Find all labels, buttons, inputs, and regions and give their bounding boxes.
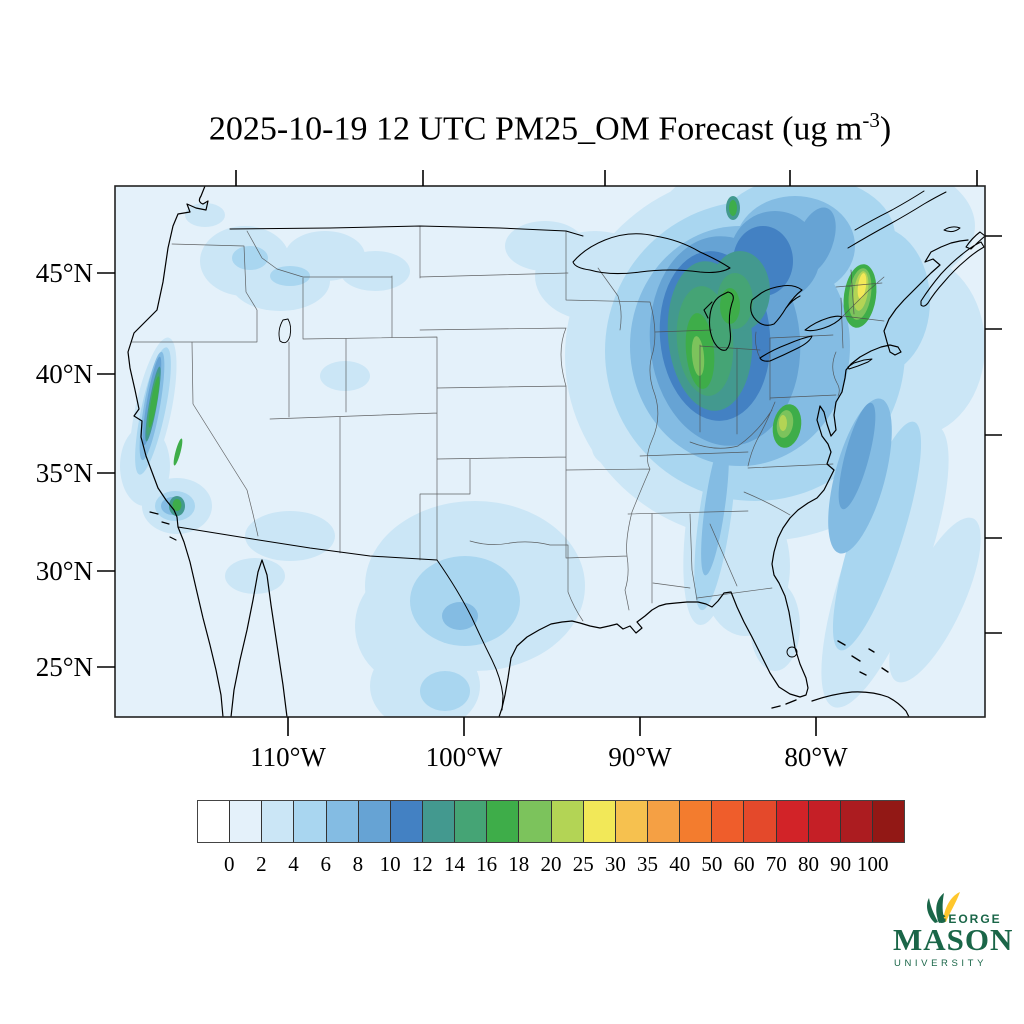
st-lawrence-shores xyxy=(847,190,961,249)
florida-keys xyxy=(771,699,797,709)
great-salt-lake xyxy=(278,318,292,344)
contour-level-25-30 xyxy=(857,273,867,299)
colorbar-cell xyxy=(390,801,423,842)
colorbar-cell xyxy=(326,801,359,842)
colorbar-tick-label: 70 xyxy=(765,852,787,876)
colorbar-tick-label: 30 xyxy=(604,852,626,876)
colorbar-cell xyxy=(680,801,713,842)
colorbar-tick-label: 10 xyxy=(379,852,401,876)
colorbar-tick-label: 50 xyxy=(701,852,723,876)
map-frame-group xyxy=(97,170,1002,736)
colorbar-cell xyxy=(808,801,841,842)
colorbar-tick-label: 100 xyxy=(857,852,889,876)
colorbar-cell xyxy=(455,801,488,842)
title-suffix: ) xyxy=(879,110,892,148)
lake-superior xyxy=(572,233,731,275)
colorbar-cell xyxy=(872,801,905,842)
lon-tick-label: 100°W xyxy=(425,742,503,772)
gmu-logo: GEORGE MASON UNIVERSITY xyxy=(893,892,1017,984)
colorbar-cell xyxy=(551,801,584,842)
colorbar-tick-label: 8 xyxy=(352,852,364,876)
page-title: 2025-10-19 12 UTC PM25_OM Forecast (ug m… xyxy=(115,108,985,148)
colorbar-tick-label: 0 xyxy=(223,852,235,876)
cuba-coastline xyxy=(811,691,910,717)
axis-ticks xyxy=(97,170,1002,736)
long-island xyxy=(847,358,873,370)
colorbar-cell xyxy=(487,801,520,842)
colorbar-tick-label: 6 xyxy=(320,852,331,876)
title-exponent: -3 xyxy=(862,108,880,132)
colorbar-cell xyxy=(615,801,648,842)
lake-michigan xyxy=(703,291,734,351)
colorbar-cell xyxy=(712,801,745,842)
title-text: 2025-10-19 12 UTC PM25_OM Forecast (ug m xyxy=(208,110,863,148)
canada-border xyxy=(229,225,584,237)
colorbar-cell xyxy=(358,801,391,842)
colorbar-cell xyxy=(647,801,681,842)
colorbar-labels: 0 2 4 6 8 10 12 14 16 18 20 25 30 35 40 50 60 70 80 90 100 xyxy=(197,852,905,878)
bahamas-islands xyxy=(837,640,889,676)
mexico-border xyxy=(177,526,504,711)
lake-erie xyxy=(759,335,813,362)
colorbar-cell xyxy=(744,801,777,842)
colorbar-cell xyxy=(840,801,873,842)
colorbar-cell xyxy=(198,801,231,842)
nova-scotia xyxy=(920,231,985,307)
colorbar-tick-label: 80 xyxy=(798,852,819,876)
colorbar-tick-label: 35 xyxy=(637,852,658,876)
colorbar-cell xyxy=(230,801,263,842)
colorbar-cell xyxy=(583,801,616,842)
state-borders xyxy=(131,225,885,622)
lon-tick-label: 80°W xyxy=(784,742,848,772)
colorbar-cell xyxy=(776,801,809,842)
colorbar-tick-label: 12 xyxy=(411,852,433,876)
lake-ontario xyxy=(804,315,843,332)
logo-university-text: UNIVERSITY xyxy=(894,958,988,969)
pacific-coastline xyxy=(127,186,224,717)
colorbar-tick-label: 25 xyxy=(572,852,594,876)
colorbar-tick-label: 20 xyxy=(540,852,562,876)
geography xyxy=(127,186,985,717)
colorbar-tick-label: 60 xyxy=(733,852,755,876)
lat-tick-label: 35°N xyxy=(35,458,93,488)
colorbar-tick-label: 14 xyxy=(444,852,465,876)
map-frame xyxy=(114,185,986,718)
colorbar-cell xyxy=(422,801,456,842)
colorbar-tick-label: 90 xyxy=(830,852,852,876)
colorbar-tick-label: 16 xyxy=(476,852,498,876)
colorbar-tick-label: 4 xyxy=(288,852,299,876)
lon-tick-label: 110°W xyxy=(250,742,326,772)
gulf-atlantic-coastline xyxy=(498,239,969,717)
lat-tick-label: 25°N xyxy=(35,652,93,682)
colorbar xyxy=(197,800,905,843)
lat-tick-label: 30°N xyxy=(35,556,93,586)
colorbar-tick-label: 18 xyxy=(508,852,530,876)
lake-okeechobee xyxy=(786,646,798,658)
channel-islands xyxy=(149,511,177,541)
logo-george-text: GEORGE xyxy=(937,912,1002,926)
gulf-of-california-coastline xyxy=(230,559,288,717)
colorbar-cell xyxy=(262,801,295,842)
map-field xyxy=(115,186,985,717)
gmu-leaf-icon xyxy=(927,892,960,923)
lon-tick-label: 90°W xyxy=(608,742,672,772)
colorbar-tick-label: 2 xyxy=(256,852,267,876)
lake-huron xyxy=(750,284,803,326)
colorbar-cell xyxy=(294,801,327,842)
lat-tick-label: 45°N xyxy=(35,258,93,288)
lat-tick-label: 40°N xyxy=(35,359,93,389)
colorbar-tick-label: 40 xyxy=(669,852,691,876)
logo-mason-text: MASON xyxy=(893,922,1014,957)
colorbar-cell xyxy=(519,801,552,842)
